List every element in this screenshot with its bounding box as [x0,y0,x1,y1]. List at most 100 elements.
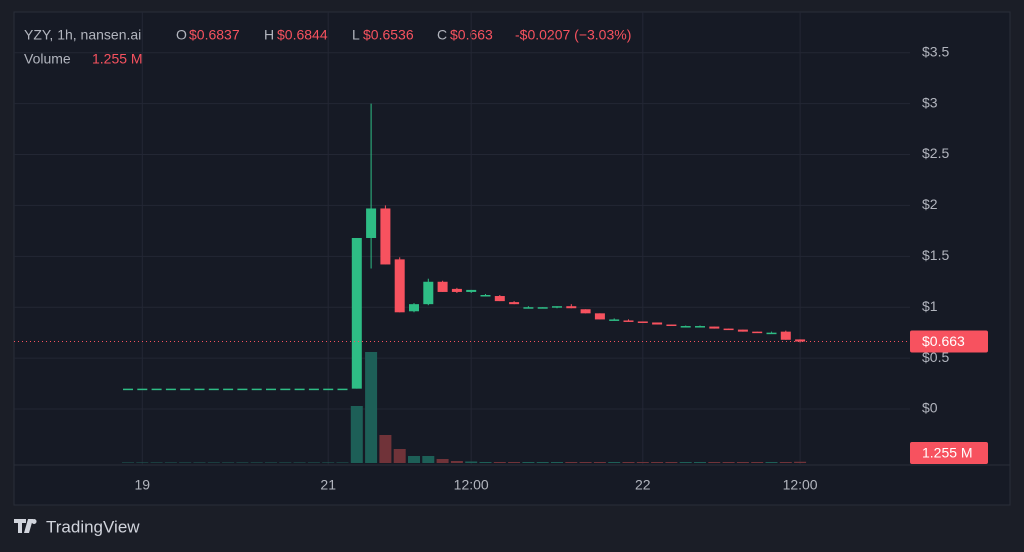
volume-key: Volume [24,51,71,67]
candle-body [509,302,520,305]
candle-body [208,388,219,391]
watermark-text: TradingView [46,517,140,536]
y-tick-label: $0 [922,400,938,416]
volume-bar [794,461,807,463]
candle-body [580,309,591,314]
candle-body [652,322,663,325]
volume-bar [694,462,706,463]
volume-bar [265,462,277,463]
candle-body [337,388,348,391]
volume-bar [150,462,163,463]
volume-bar [751,462,764,463]
volume-bar [236,462,249,463]
volume-bar [322,462,335,463]
volume-bar [164,462,177,463]
candle-body [537,307,548,309]
volume-bar [193,462,206,463]
volume-bar [436,459,449,463]
low-key: L [352,27,360,43]
volume-bar [593,462,606,463]
volume-bar [479,462,492,463]
candle-body [394,259,405,313]
volume-bar [422,456,435,463]
y-tick-label: $1.5 [922,247,949,263]
volume-bar [122,462,134,463]
volume-bar [679,462,692,463]
candle-body [737,329,748,332]
candle-body [237,388,248,391]
volume-bar [350,406,363,463]
candle-body [380,208,391,265]
volume-bar [522,462,535,463]
candle-body [223,388,234,391]
candle-body [423,281,434,305]
candle-body [795,339,806,342]
candle-body [280,388,291,391]
volume-bar [179,462,192,463]
x-tick-label: 12:00 [454,477,489,493]
volume-bar [250,462,263,463]
candle-body [723,328,734,331]
high-value: $0.6844 [277,27,328,43]
volume-bar [393,449,406,463]
volume-bar [279,462,292,463]
candle-body [566,306,577,309]
candle-body [480,294,491,297]
volume-bar [408,456,420,463]
y-tick-label: $3.5 [922,43,949,59]
open-value: $0.6837 [189,27,240,43]
candle-body [623,320,634,322]
candle-body [609,319,620,321]
x-tick-label: 19 [135,477,151,493]
candle-body [194,388,205,391]
volume-bar [551,462,563,463]
candle-body [323,388,334,391]
candle-body [294,388,305,391]
candle-body [780,331,791,340]
y-tick-label: $2.5 [922,145,949,161]
candle-body [366,208,377,238]
y-tick-label: $1 [922,298,938,314]
volume-bar [651,462,664,463]
y-tick-label: $0.5 [922,349,949,365]
x-tick-label: 21 [320,477,336,493]
candle-body [266,388,276,391]
candle-body [709,326,720,329]
candle-body [552,306,562,308]
candle-body [466,289,477,292]
volume-bar [136,462,149,463]
volume-bar [207,462,220,463]
open-key: O [176,27,187,43]
volume-bar [622,462,635,463]
last-price-label: $0.663 [922,333,965,349]
x-tick-label: 22 [635,477,651,493]
watermark: TradingView [14,517,140,536]
volume-bar [336,462,349,463]
low-value: $0.6536 [363,27,414,43]
candle-body [437,281,448,292]
volume-bar [493,462,506,463]
logo [14,519,37,533]
last-volume-badge [910,442,988,464]
volume-bar [736,462,749,463]
candle-body [409,304,419,312]
y-tick-label: $3 [922,94,938,110]
volume-bar [579,462,592,463]
candle-body [180,388,191,391]
volume-bar [293,462,306,463]
volume-bar [536,462,549,463]
candle-body [752,331,763,334]
candle-body [523,307,534,309]
volume-bar [450,461,463,463]
volume-bar [608,462,621,463]
close-key: C [437,27,447,43]
volume-bar [307,462,320,463]
volume-bar [565,462,578,463]
candle-body [695,326,705,328]
chart-frame [13,11,1011,506]
last-price-badge [910,330,988,353]
candle-body [451,288,462,292]
y-tick-label: $2 [922,196,938,212]
candle-body [666,324,677,327]
